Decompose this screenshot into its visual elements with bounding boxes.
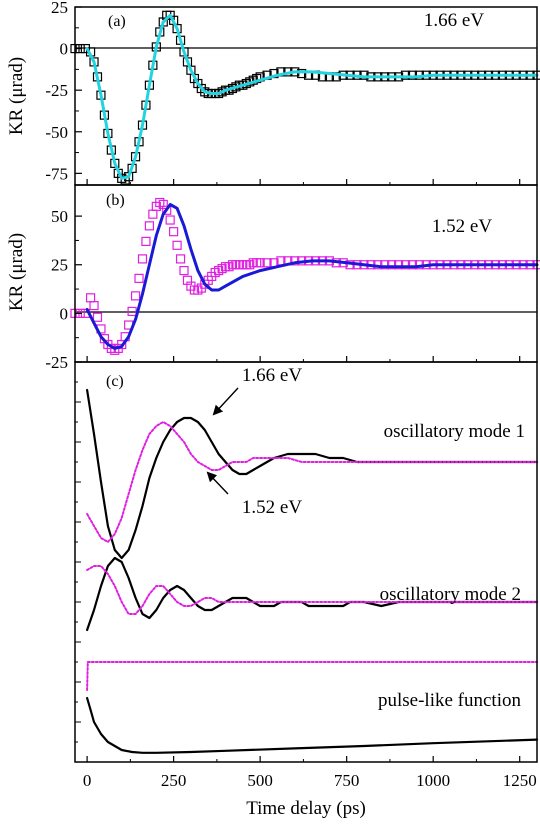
data-point-marker [165,215,175,225]
panel-b-energy-annotation: 1.52 eV [432,216,492,237]
data-point-marker [393,260,404,270]
component-line [86,421,538,543]
panel-c-data [85,388,539,754]
component-line [85,556,539,632]
y-tick-label: 25 [51,256,68,275]
panel-a: 25 0 -25 -50 -75 (a) 1.66 eV KR (μrad) [6,0,540,186]
data-point-marker [92,312,103,322]
panel-a-data [70,10,540,185]
y-tick-label: 0 [60,304,69,323]
data-point-marker [179,265,189,276]
panel-c-label-1-52ev: 1.52 eV [242,497,302,518]
y-tick-label: -75 [45,164,68,183]
panel-a-ylabel: KR (μrad) [6,57,27,135]
data-point-marker [407,70,418,80]
data-point-marker [134,273,144,283]
data-point-marker [400,70,411,80]
panel-a-label: (a) [108,13,126,30]
x-tick-label: 0 [83,771,92,790]
fit-line [85,203,539,350]
y-tick-label: -25 [45,353,68,372]
data-point-marker [127,306,137,317]
data-point-marker [172,240,182,250]
y-tick-label: 0 [60,40,69,59]
annotation-oscillatory-mode-1: oscillatory mode 1 [384,421,525,442]
annotation-oscillatory-mode-2: oscillatory mode 2 [380,584,521,605]
fit-line [85,13,539,180]
data-point-marker [407,260,418,270]
data-point-marker [387,260,397,270]
x-tick-label: 750 [334,771,360,790]
data-point-marker [137,254,148,264]
panel-c-label: (c) [106,373,124,390]
x-tick-label: 250 [161,771,187,790]
data-point-marker [255,258,265,268]
x-tick-label: 1250 [503,771,537,790]
panel-c-frame [74,361,538,763]
panel-b-ylabel: KR (μrad) [6,233,27,311]
panel-b-data [70,197,540,355]
data-point-marker [169,227,179,237]
data-point-marker [400,260,411,270]
component-line [85,696,539,754]
panel-b-label: (b) [106,192,125,209]
y-tick-label: -25 [45,81,68,100]
component-line [86,661,538,691]
panel-b-y-ticks: 50 25 0 -25 [45,207,521,372]
x-axis-label: Time delay (ps) [246,798,366,819]
annotation-pulse-like-function: pulse-like function [378,690,521,711]
y-tick-label: -50 [45,123,68,142]
data-point-marker [130,291,141,301]
data-point-marker [144,221,155,231]
data-point-marker [141,236,151,247]
data-point-marker [162,205,172,215]
y-tick-label: 25 [51,0,68,17]
x-tick-label: 1000 [416,771,450,790]
panel-c: (c) 1.66 eV 1.52 eV oscillatory mode 1 o… [74,361,539,763]
data-point-marker [175,254,186,264]
y-tick-label: 50 [51,207,68,226]
arrow-1-66ev [212,387,239,416]
data-point-marker [297,68,307,79]
x-tick-label: 500 [247,771,273,790]
data-point-marker [89,300,99,311]
arrow-1-52ev [206,471,229,495]
panel-c-label-1-66ev: 1.66 eV [242,365,302,386]
x-axis: 0 250 500 750 1000 1250 [83,771,537,790]
panel-a-energy-annotation: 1.66 eV [424,10,484,31]
panel-a-y-ticks: 25 0 -25 -50 -75 [45,0,521,185]
component-line [86,565,538,615]
data-point-marker [380,260,390,270]
data-point-marker [262,258,272,268]
